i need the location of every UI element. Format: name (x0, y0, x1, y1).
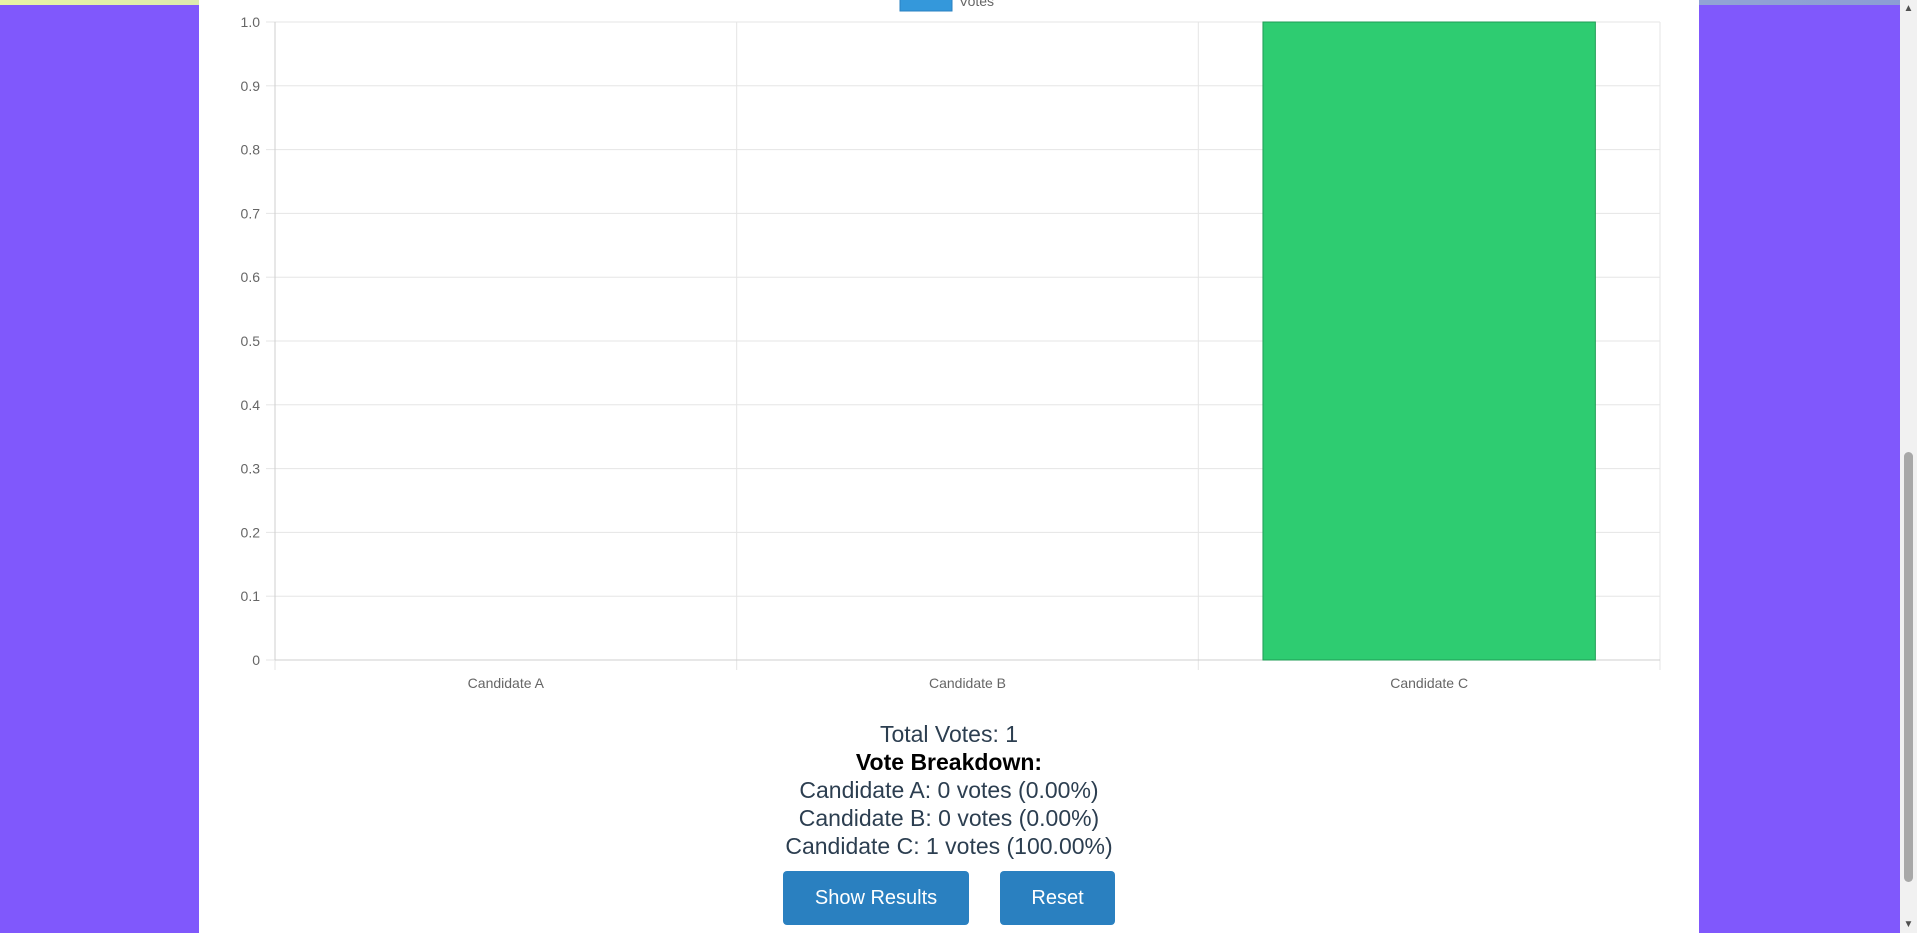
x-tick-label: Candidate B (929, 675, 1006, 691)
x-tick-label: Candidate A (468, 675, 545, 691)
action-buttons: Show Results Reset (199, 871, 1699, 925)
reset-button[interactable]: Reset (1000, 871, 1115, 925)
vote-breakdown-title: Vote Breakdown: (855, 749, 1043, 775)
x-tick-label: Candidate C (1390, 675, 1468, 691)
y-tick-label: 1.0 (241, 14, 261, 30)
y-tick-label: 0.7 (241, 205, 261, 221)
vertical-scrollbar[interactable]: ▲ ▼ (1900, 0, 1917, 933)
y-tick-label: 0.5 (241, 333, 261, 349)
y-tick-label: 0.2 (241, 524, 261, 540)
scroll-up-arrow-icon[interactable]: ▲ (1903, 3, 1914, 14)
breakdown-line-candidate-c: Candidate C: 1 votes (100.00%) (785, 833, 1113, 859)
vote-summary: Total Votes: 1 Vote Breakdown: Candidate… (199, 720, 1699, 860)
votes-bar-chart: Votes 0 0.1 0.2 0.3 0.4 0.5 0.6 0.7 0.8 0.9 1.0 Cand… (241, 0, 1661, 691)
y-tick-label: 0.6 (241, 269, 261, 285)
y-tick-label: 0 (252, 652, 260, 668)
scroll-down-arrow-icon[interactable]: ▼ (1903, 919, 1914, 930)
scrollbar-thumb[interactable] (1904, 452, 1913, 882)
y-tick-label: 0.3 (241, 461, 261, 477)
y-tick-label: 0.4 (241, 397, 261, 413)
legend-swatch (899, 0, 953, 12)
y-tick-label: 0.9 (241, 78, 261, 94)
poll-results-card: Votes 0 0.1 0.2 0.3 0.4 0.5 0.6 0.7 0.8 0.9 1.0 Cand… (199, 0, 1699, 933)
legend-label: Votes (959, 0, 994, 9)
breakdown-line-candidate-b: Candidate B: 0 votes (0.00%) (798, 805, 1100, 831)
y-tick-label: 0.1 (241, 588, 261, 604)
bar-candidate-c (1262, 21, 1596, 661)
breakdown-line-candidate-a: Candidate A: 0 votes (0.00%) (799, 777, 1099, 803)
y-tick-label: 0.8 (241, 142, 261, 158)
show-results-button[interactable]: Show Results (783, 871, 969, 925)
total-votes: Total Votes: 1 (879, 721, 1019, 747)
